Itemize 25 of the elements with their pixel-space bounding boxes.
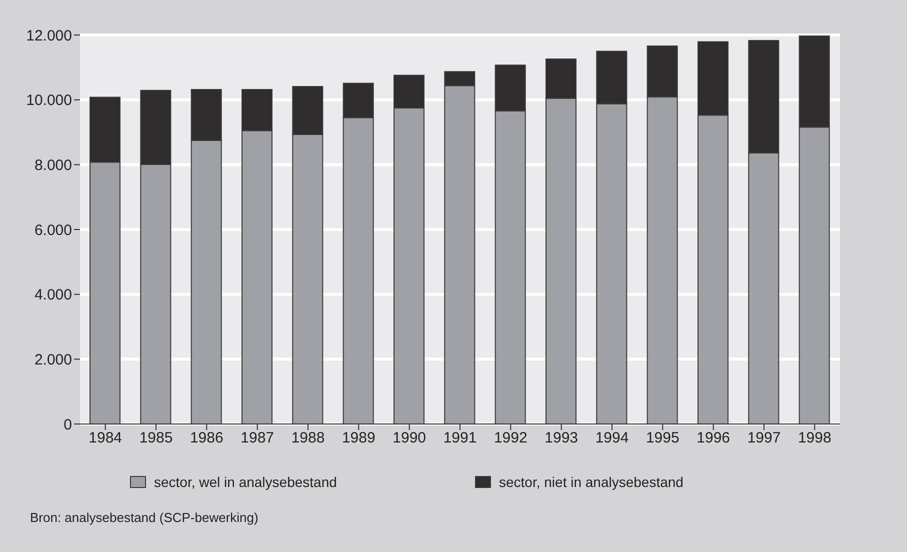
legend-label: sector, niet in analysebestand: [499, 474, 684, 490]
y-tick-label: 4.000: [34, 286, 72, 304]
y-tick-label: 0: [64, 416, 72, 434]
x-tick-label: 1997: [747, 430, 781, 447]
y-tick-label: 10.000: [26, 92, 72, 110]
x-tick-label: 1985: [139, 430, 173, 447]
y-tick-label: 2.000: [34, 351, 72, 368]
x-tick-label: 1995: [646, 430, 680, 447]
text: Bron: analysebestand (SCP-bewerking): [30, 510, 258, 525]
x-tick-label: 1986: [190, 430, 224, 447]
x-tick-label: 1994: [595, 430, 629, 447]
x-tick-label: 1992: [494, 430, 528, 447]
x-tick-label: 1993: [544, 430, 578, 447]
y-tick-label: 12.000: [26, 27, 72, 44]
x-tick-label: 1987: [240, 430, 274, 447]
x-tick-label: 1989: [342, 430, 376, 447]
x-tick-label: 1991: [443, 430, 477, 447]
x-tick-label: 1998: [798, 430, 832, 447]
x-tick-label: 1988: [291, 430, 325, 447]
legend-label: sector, wel in analysebestand: [154, 474, 337, 490]
x-tick-label: 1984: [88, 430, 122, 447]
y-tick-label: 6.000: [34, 222, 72, 239]
x-tick-label: 1996: [696, 430, 730, 447]
x-tick-label: 1990: [392, 430, 426, 447]
y-tick-label: 8.000: [34, 156, 72, 174]
